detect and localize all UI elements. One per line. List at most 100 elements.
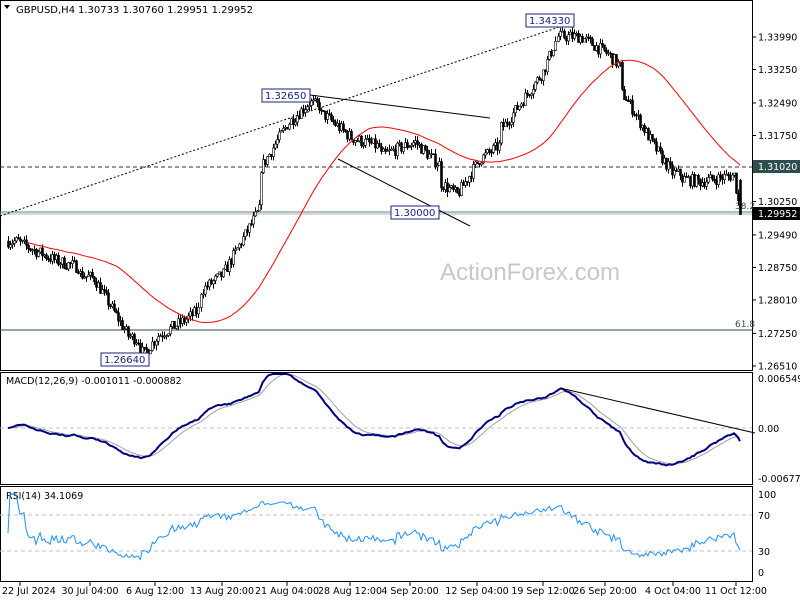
candle-body xyxy=(396,142,399,157)
candle-body xyxy=(131,333,134,337)
fib-38-label: 38.2 xyxy=(735,202,755,212)
candle-body xyxy=(364,138,367,146)
candle-body xyxy=(252,215,255,225)
candle-body xyxy=(350,131,353,140)
candle-body xyxy=(484,152,487,156)
current-price-tag xyxy=(753,207,800,220)
candle-body xyxy=(667,161,670,170)
candle-body xyxy=(480,162,483,166)
candle-body xyxy=(45,254,48,259)
candle-body xyxy=(230,259,233,265)
main-panel xyxy=(0,0,753,371)
candle-body xyxy=(202,293,205,296)
candle-body xyxy=(161,335,164,337)
macd-line xyxy=(7,373,741,467)
current-price-text: 1.29952 xyxy=(758,209,797,220)
candle-body xyxy=(488,149,491,153)
candle-body xyxy=(713,178,716,182)
candle-body xyxy=(318,102,321,111)
candle-body xyxy=(103,289,106,291)
candle-body xyxy=(679,168,682,177)
candle-body xyxy=(262,159,265,173)
time-axis: 22 Jul 2024 30 Jul 04:00 6 Aug 12:00 13 Aug… xyxy=(2,582,767,597)
macd-tick-zero: 0.00 xyxy=(758,424,779,435)
candle-body xyxy=(500,122,503,144)
candle-body xyxy=(159,335,162,337)
candles xyxy=(7,27,742,361)
candle-body xyxy=(328,113,331,115)
candle-body xyxy=(416,140,419,145)
candle-body xyxy=(216,273,219,277)
candle-body xyxy=(200,294,203,308)
candle-body xyxy=(183,317,186,323)
time-tick-label: 28 Aug 12:00 xyxy=(318,586,382,597)
candle-body xyxy=(137,342,140,345)
candle-body xyxy=(87,274,90,277)
candle-body xyxy=(143,346,146,349)
candle-body xyxy=(25,239,28,246)
candle-body xyxy=(510,121,513,125)
candle-body xyxy=(534,81,537,90)
candle-body xyxy=(300,108,303,119)
candle-body xyxy=(615,54,618,67)
candle-body xyxy=(266,156,269,165)
candle-body xyxy=(583,38,586,43)
candle-body xyxy=(17,237,20,240)
candle-body xyxy=(204,285,207,295)
candle-body xyxy=(165,335,168,337)
candle-body xyxy=(671,164,674,176)
candle-body xyxy=(735,172,738,194)
candle-body xyxy=(97,282,100,288)
candle-body xyxy=(605,49,608,54)
candle-body xyxy=(368,138,371,143)
candle-body xyxy=(244,229,247,238)
rsi-tick-100: 100 xyxy=(758,490,776,501)
candle-body xyxy=(41,247,44,257)
candle-body xyxy=(342,123,345,131)
candle-body xyxy=(492,145,495,153)
price-tick-label: 1.33990 xyxy=(758,33,797,44)
candle-body xyxy=(274,143,277,149)
candle-body xyxy=(651,134,654,140)
candle-body xyxy=(27,244,30,250)
candle-body xyxy=(476,161,479,164)
candle-body xyxy=(589,36,592,40)
macd-tick-top: 0.006549 xyxy=(758,374,800,385)
candle-body xyxy=(256,210,259,213)
candle-body xyxy=(288,124,291,130)
time-tick-label: 13 Aug 20:00 xyxy=(190,586,254,597)
candle-body xyxy=(258,204,261,212)
candle-body xyxy=(220,271,223,278)
candle-body xyxy=(424,145,427,151)
candle-body xyxy=(717,174,720,185)
candle-body xyxy=(280,130,283,133)
candle-body xyxy=(117,312,120,322)
candle-body xyxy=(89,272,92,276)
candle-body xyxy=(125,326,128,330)
candle-body xyxy=(546,59,549,73)
candle-body xyxy=(67,262,70,270)
candle-body xyxy=(360,135,363,146)
triangle-down-icon[interactable] xyxy=(4,5,10,9)
candle-body xyxy=(599,43,602,55)
candle-body xyxy=(119,320,122,322)
price-tick-label: 1.31750 xyxy=(758,131,797,142)
candle-body xyxy=(673,170,676,176)
candle-body xyxy=(163,336,166,338)
candle-body xyxy=(412,142,415,146)
candle-body xyxy=(705,181,708,187)
candle-body xyxy=(232,250,235,265)
candle-body xyxy=(57,255,60,265)
candle-body xyxy=(292,118,295,125)
candle-body xyxy=(234,248,237,251)
candle-body xyxy=(105,290,108,294)
candle-body xyxy=(312,99,315,102)
time-tick-label: 4 Sep 20:00 xyxy=(381,586,438,597)
candle-body xyxy=(554,41,557,51)
annotation-26640: 1.26640 xyxy=(100,352,150,367)
candle-body xyxy=(7,240,10,248)
candle-body xyxy=(75,260,78,273)
candle-body xyxy=(272,147,275,157)
candle-body xyxy=(212,280,215,285)
